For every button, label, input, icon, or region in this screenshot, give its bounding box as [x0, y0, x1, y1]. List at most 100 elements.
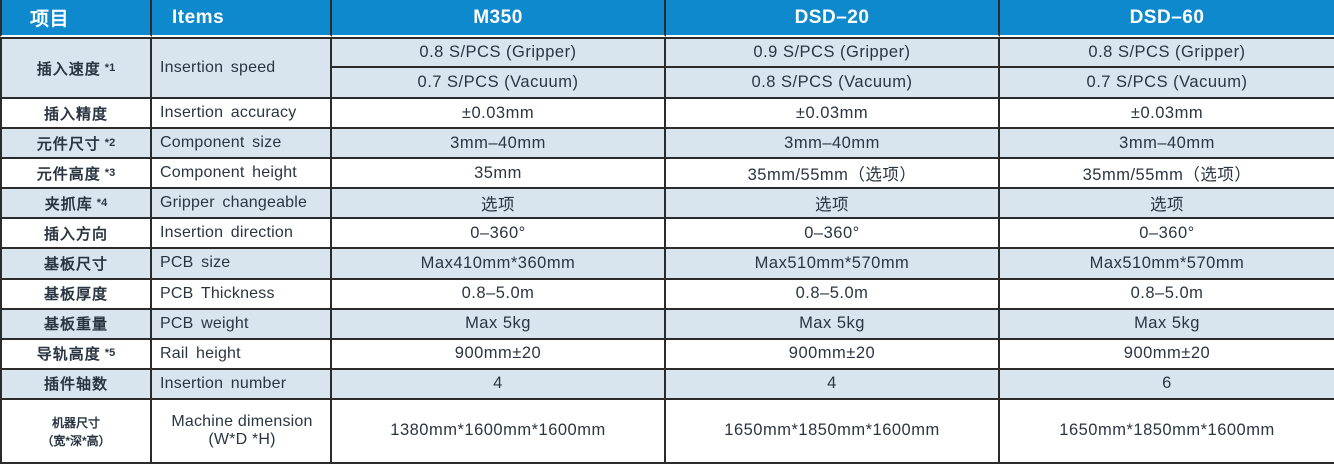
value-cell: 1650mm*1850mm*1600mm [1000, 399, 1334, 464]
table-body: 插入速度 *1 Insertion speed 0.8 S/PCS (Grippe… [0, 37, 1334, 464]
value-cell: 900mm±20 [666, 339, 1000, 370]
row-label-en-text: PCB Thickness [160, 284, 275, 302]
row-label-cn: 基板重量 [0, 309, 152, 340]
value-cell: 900mm±20 [1000, 339, 1334, 370]
row-label-en-text: Component size [160, 134, 282, 152]
value-cell: 0–360° [666, 219, 1000, 250]
table-row-accuracy: 插入精度 Insertion accuracy ±0.03mm ±0.03mm … [0, 99, 1334, 130]
row-label-cn: 插入精度 [0, 99, 152, 130]
value-cell: Max 5kg [332, 309, 666, 340]
header-model-dsd60: DSD–60 [1000, 0, 1334, 37]
value-cell: 3mm–40mm [666, 129, 1000, 160]
table-row-insertion-number: 插件轴数 Insertion number 4 4 6 [0, 369, 1334, 400]
value-cell: 900mm±20 [332, 339, 666, 370]
value-cell: 选项 [666, 189, 1000, 220]
row-label-cn-text: 插入速度 [36, 60, 101, 78]
value-cell: 0.7 S/PCS (Vacuum) [332, 68, 666, 100]
table-row-insertion-direction: 插入方向 Insertion direction 0–360° 0–360° 0… [0, 219, 1334, 250]
row-label-cn-text: 夹抓库 [44, 195, 93, 213]
row-label-en: Insertion accuracy [152, 99, 332, 130]
value-cell: 选项 [1000, 189, 1334, 220]
row-label-cn-text: 导轨高度 [36, 346, 101, 364]
value-cell: 1380mm*1600mm*1600mm [332, 399, 666, 464]
value-cell: Max 5kg [666, 309, 1000, 340]
value-cell: 35mm/55mm（选项） [1000, 159, 1334, 190]
value-cell: 0.8–5.0m [1000, 279, 1334, 310]
value-cell: ±0.03mm [1000, 99, 1334, 130]
table-row-machine-dimension: 机器尺寸 （宽*深*高） Machine dimension (W*D *H) 13… [0, 399, 1334, 464]
value-cell: 0–360° [332, 219, 666, 250]
row-label-cn-text: 元件高度 [36, 165, 101, 183]
row-label-cn-text: 机器尺寸 [51, 415, 100, 430]
value-cell: Max510mm*570mm [1000, 249, 1334, 280]
row-label-en: Insertion number [152, 369, 332, 400]
row-label-cn-text: 插入方向 [43, 225, 108, 243]
row-label-en-text: Machine dimension [171, 412, 313, 430]
row-label-cn-text: 基板厚度 [43, 286, 108, 304]
value-cell: 4 [666, 369, 1000, 400]
row-label-cn: 基板尺寸 [0, 249, 152, 280]
value-cell: ±0.03mm [332, 99, 666, 130]
row-label-cn-subtext: （宽*深*高） [41, 433, 111, 448]
value-cell: 选项 [332, 189, 666, 220]
row-label-cn-text: 基板尺寸 [43, 255, 108, 273]
row-label-en: Component height [152, 159, 332, 190]
value-cell: 6 [1000, 369, 1334, 400]
footnote-marker: *4 [96, 196, 108, 209]
row-label-en: Gripper changeable [152, 189, 332, 220]
footnote-marker: *1 [104, 61, 116, 74]
value-cell: 35mm/55mm（选项） [666, 159, 1000, 190]
value-cell: Max 5kg [1000, 309, 1334, 340]
row-label-en-text: Gripper changeable [160, 194, 308, 212]
table-row-pcb-thickness: 基板厚度 PCB Thickness 0.8–5.0m 0.8–5.0m 0.8… [0, 279, 1334, 310]
header-items-cn: 项目 [0, 0, 152, 37]
row-label-en: Rail height [152, 339, 332, 370]
table-row-gripper-changeable: 夹抓库 *4 Gripper changeable 选项 选项 选项 [0, 189, 1334, 220]
value-cell: ±0.03mm [666, 99, 1000, 130]
value-cell: 3mm–40mm [332, 129, 666, 160]
header-items-en: Items [152, 0, 332, 37]
row-label-cn-text: 基板重量 [43, 316, 108, 334]
row-label-en: PCB size [152, 249, 332, 280]
header-model-dsd20: DSD–20 [666, 0, 1000, 37]
value-cell: 1650mm*1850mm*1600mm [666, 399, 1000, 464]
table-row-pcb-size: 基板尺寸 PCB size Max410mm*360mm Max510mm*57… [0, 249, 1334, 280]
row-label-cn: 元件高度 *3 [0, 159, 152, 190]
row-label-en: Machine dimension (W*D *H) [152, 399, 332, 464]
table-row-component-height: 元件高度 *3 Component height 35mm 35mm/55mm（选… [0, 159, 1334, 190]
table-row-speed-gripper: 插入速度 *1 Insertion speed 0.8 S/PCS (Grippe… [0, 37, 1334, 100]
row-label-cn: 插入方向 [0, 219, 152, 250]
row-label-cn: 夹抓库 *4 [0, 189, 152, 220]
row-label-cn: 机器尺寸 （宽*深*高） [0, 399, 152, 464]
value-cell: 0.8–5.0m [666, 279, 1000, 310]
table-row-rail-height: 导轨高度 *5 Rail height 900mm±20 900mm±20 900… [0, 339, 1334, 370]
row-label-cn: 插入速度 *1 [0, 37, 152, 100]
table-row-pcb-weight: 基板重量 PCB weight Max 5kg Max 5kg Max 5kg [0, 309, 1334, 340]
value-cell: 0.8–5.0m [332, 279, 666, 310]
row-label-cn: 基板厚度 [0, 279, 152, 310]
row-label-en-subtext: (W*D *H) [208, 430, 276, 448]
row-label-en-text: Component height [160, 164, 297, 182]
header-model-m350: M350 [332, 0, 666, 37]
value-cell: Max410mm*360mm [332, 249, 666, 280]
value-cell: Max510mm*570mm [666, 249, 1000, 280]
row-label-en: PCB Thickness [152, 279, 332, 310]
value-cell: 0.8 S/PCS (Vacuum) [666, 68, 1000, 100]
row-label-cn-text: 元件尺寸 [36, 135, 101, 153]
table-row-speed-vacuum: 0.7 S/PCS (Vacuum) 0.8 S/PCS (Vacuum) 0.… [0, 68, 1334, 100]
row-label-en-text: Insertion number [160, 374, 287, 392]
value-cell: 4 [332, 369, 666, 400]
footnote-marker: *2 [104, 136, 116, 149]
value-cell: 0.9 S/PCS (Gripper) [666, 37, 1000, 69]
row-label-en: Component size [152, 129, 332, 160]
table-row-component-size: 元件尺寸 *2 Component size 3mm–40mm 3mm–40mm … [0, 129, 1334, 160]
row-label-en-text: PCB size [160, 254, 231, 272]
value-cell: 3mm–40mm [1000, 129, 1334, 160]
row-label-cn-text: 插入精度 [43, 105, 108, 123]
row-label-en-text: Insertion speed [160, 59, 276, 77]
row-label-en-text: PCB weight [160, 314, 249, 332]
row-label-en-text: Rail height [160, 344, 241, 362]
row-label-en: Insertion speed [152, 37, 332, 100]
